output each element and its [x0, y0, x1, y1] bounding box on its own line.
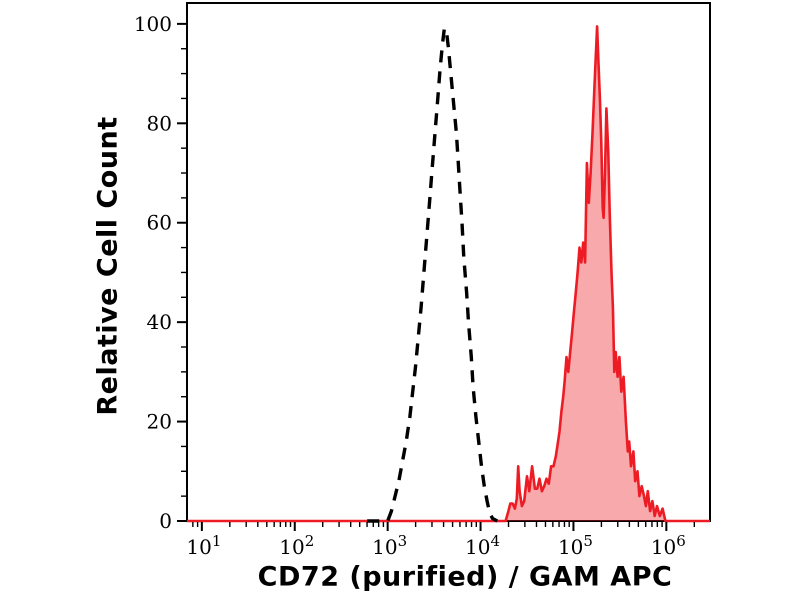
x-tick-label: 103 — [372, 532, 407, 559]
x-tick-label: 106 — [651, 532, 686, 559]
x-tick-label: 101 — [186, 532, 221, 559]
plot-border — [186, 2, 711, 522]
y-tick-label: 20 — [147, 410, 172, 434]
red-filled-histogram-fill — [187, 26, 710, 522]
y-tick-label: 100 — [134, 12, 172, 36]
y-axis-title: Relative Cell Count — [92, 116, 124, 416]
x-tick-label: 102 — [279, 532, 314, 559]
red-filled-histogram-line — [187, 25, 710, 523]
x-tick-label: 104 — [465, 532, 500, 559]
x-axis-title: CD72 (purified) / GAM APC — [257, 561, 673, 593]
x-tick-label: 105 — [558, 532, 593, 559]
y-tick-label: 60 — [147, 211, 172, 235]
y-tick-label: 0 — [159, 509, 172, 533]
y-tick-label: 80 — [147, 111, 172, 135]
y-tick-label: 40 — [147, 310, 172, 334]
dashed-black-histogram-line — [367, 27, 499, 523]
